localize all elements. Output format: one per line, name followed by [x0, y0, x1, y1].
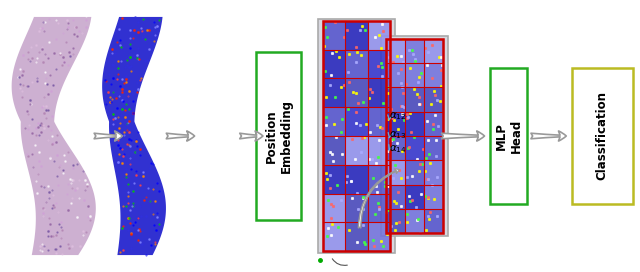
Bar [572, 68, 632, 204]
Bar [345, 79, 367, 107]
Bar [424, 63, 444, 87]
Bar [367, 136, 390, 165]
Text: $\alpha_{14}$: $\alpha_{14}$ [389, 144, 406, 155]
Bar [367, 21, 390, 50]
Bar [386, 39, 444, 233]
Bar [345, 165, 367, 193]
Bar [367, 193, 390, 222]
Bar [345, 50, 367, 79]
Bar [323, 21, 345, 50]
Bar [424, 160, 444, 185]
Bar [424, 112, 444, 136]
Bar [386, 63, 405, 87]
Bar [367, 79, 390, 107]
Bar [323, 79, 345, 107]
Bar [345, 136, 367, 165]
Bar [381, 36, 449, 236]
Bar [424, 87, 444, 112]
Bar [367, 50, 390, 79]
Bar [386, 39, 405, 63]
Bar [323, 165, 345, 193]
Bar [405, 39, 424, 63]
Bar [367, 107, 390, 136]
Bar [345, 21, 367, 50]
Polygon shape [102, 17, 166, 255]
Bar [405, 112, 424, 136]
Bar [405, 209, 424, 233]
Bar [386, 87, 405, 112]
Bar [323, 21, 390, 251]
Bar [323, 50, 345, 79]
Bar [367, 222, 390, 251]
Bar [424, 39, 444, 63]
Text: $\alpha_{13}$: $\alpha_{13}$ [389, 129, 406, 141]
Bar [386, 185, 405, 209]
Text: Classification: Classification [596, 91, 609, 181]
Text: $\alpha_{12}$: $\alpha_{12}$ [389, 110, 406, 122]
Bar [386, 209, 405, 233]
Bar [490, 68, 527, 204]
Bar [345, 107, 367, 136]
Bar [424, 209, 444, 233]
Bar [386, 136, 405, 160]
Bar [405, 87, 424, 112]
Bar [405, 160, 424, 185]
Text: MLP
Head: MLP Head [494, 119, 522, 153]
Bar [318, 19, 395, 253]
Bar [405, 185, 424, 209]
Bar [323, 222, 345, 251]
Bar [323, 107, 345, 136]
Polygon shape [12, 17, 96, 255]
Bar [405, 63, 424, 87]
Text: Position
Embedding: Position Embedding [264, 99, 292, 173]
Bar [255, 52, 301, 220]
Bar [405, 136, 424, 160]
Bar [424, 136, 444, 160]
Bar [386, 160, 405, 185]
Bar [367, 165, 390, 193]
Bar [345, 222, 367, 251]
Bar [323, 136, 345, 165]
Bar [386, 112, 405, 136]
Bar [345, 193, 367, 222]
Bar [323, 193, 345, 222]
Bar [424, 185, 444, 209]
